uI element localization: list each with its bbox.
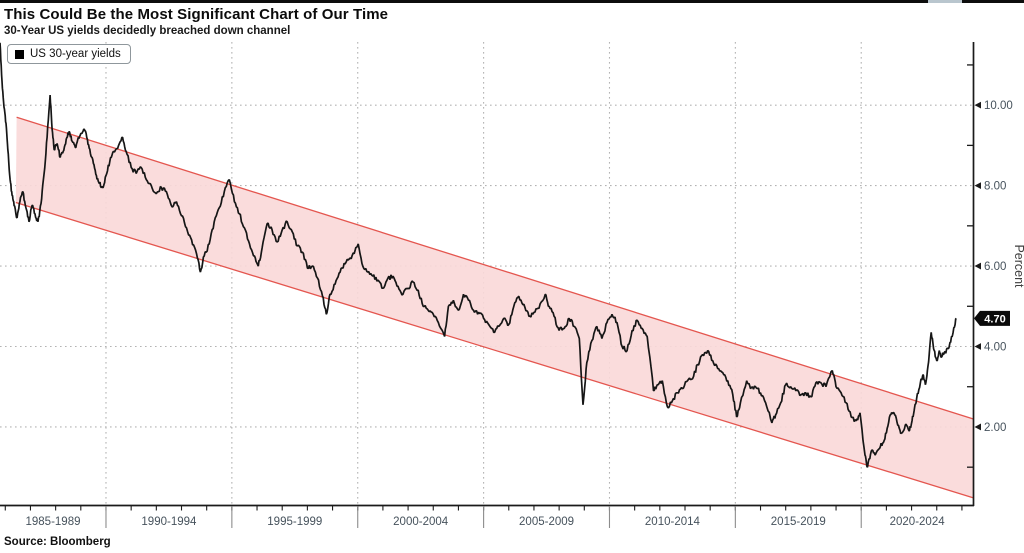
y-tick-arrow-icon — [974, 423, 981, 431]
chart-title: This Could Be the Most Significant Chart… — [4, 6, 389, 23]
x-bin-label: 2000-2004 — [393, 516, 449, 528]
x-bin-label: 2020-2024 — [890, 516, 946, 528]
last-value-badge-shape — [974, 310, 1010, 326]
y-tick-arrow-icon — [974, 182, 981, 190]
chart-subtitle: 30-Year US yields decidedly breached dow… — [4, 25, 291, 37]
channel-upper-line — [16, 116, 974, 420]
y-tick-label: 6.00 — [984, 261, 1006, 273]
channel-fill — [15, 117, 973, 498]
y-tick-arrow-icon — [974, 101, 981, 109]
x-bin-label: 1995-1999 — [267, 516, 322, 528]
legend[interactable]: US 30-year yields — [7, 44, 131, 64]
channel-lower-line — [15, 201, 974, 499]
y-tick-arrow-icon — [974, 262, 981, 270]
yield-line — [0, 42, 957, 468]
last-value-label: 4.70 — [984, 313, 1005, 325]
legend-label: US 30-year yields — [30, 48, 121, 60]
x-bin-label: 1985-1989 — [25, 516, 80, 528]
x-axis: 1985-1989 1990-1994 1995-1999 2000-2004 2005… — [0, 504, 974, 528]
trend-channel — [15, 116, 974, 499]
window-top-border — [0, 0, 1024, 3]
y-tick-label: 10.00 — [984, 100, 1013, 112]
x-bin-label: 1990-1994 — [141, 516, 197, 528]
last-value-badge: 4.70 — [974, 310, 1010, 326]
series-swatch-icon — [15, 49, 24, 59]
x-bin-label: 2010-2014 — [645, 516, 701, 528]
window-top-border-gap — [928, 0, 962, 3]
y-axis-title: Percent — [1012, 244, 1024, 288]
y-tick-label: 4.00 — [984, 342, 1006, 354]
x-bin-label: 2005-2009 — [519, 516, 574, 528]
x-bin-label: 2015-2019 — [771, 516, 826, 528]
y-tick-label: 2.00 — [984, 422, 1006, 434]
series[interactable] — [0, 42, 957, 468]
source-credit: Source: Bloomberg — [4, 536, 111, 548]
y-axis: 2.00 4.00 6.00 8.00 10.00 Percent — [967, 42, 1024, 506]
y-tick-arrow-icon — [974, 343, 981, 350]
y-tick-label: 8.00 — [984, 181, 1006, 193]
